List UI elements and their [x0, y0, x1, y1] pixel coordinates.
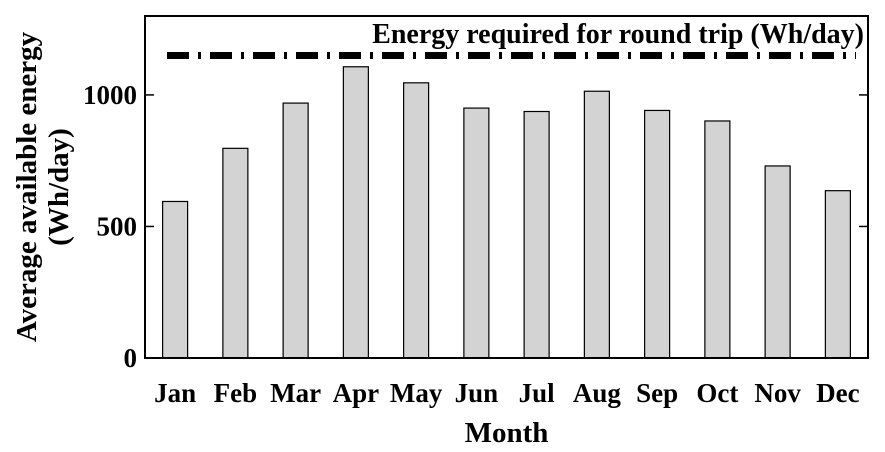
bar-nov [764, 165, 791, 359]
y-tick-label-0: 0 [124, 343, 138, 373]
x-tick-label-jan: Jan [154, 378, 196, 408]
bar-jul [523, 110, 550, 359]
bar-jun [463, 107, 490, 359]
plot-frame [144, 15, 869, 359]
x-tick-label-apr: Apr [333, 378, 380, 408]
x-tick-label-aug: Aug [573, 378, 622, 408]
y-axis-label-line-2: (Wh/day) [43, 128, 75, 246]
x-tick-label-may: May [390, 378, 443, 408]
bar-aug [583, 90, 610, 359]
x-tick-label-nov: Nov [754, 378, 801, 408]
bar-dec [824, 190, 851, 359]
bar-mar [282, 102, 309, 359]
y-axis-label-line-1: Average available energy [11, 31, 43, 342]
x-axis-ticks: Jan Feb Mar Apr May Jun Jul Aug Sep Oct Nov Dec [154, 378, 860, 408]
x-tick-label-mar: Mar [270, 378, 321, 408]
reference-line-label: Energy required for round trip (Wh/day) [372, 19, 864, 50]
bar-oct [704, 120, 731, 359]
y-tick-label-500: 500 [97, 211, 138, 241]
bar-sep [644, 109, 671, 359]
x-tick-label-feb: Feb [214, 378, 258, 408]
x-tick-label-sep: Sep [636, 378, 678, 408]
y-tick-label-1000: 1000 [83, 80, 137, 110]
x-tick-label-dec: Dec [816, 378, 859, 408]
y-axis-ticks: 0 500 1000 [83, 80, 868, 373]
bar-jan [162, 200, 189, 359]
bar-feb [222, 147, 249, 359]
x-axis-label: Month [465, 417, 549, 449]
x-tick-label-jul: Jul [519, 378, 556, 408]
bars-group [162, 66, 851, 359]
x-tick-label-oct: Oct [696, 378, 738, 408]
x-tick-label-jun: Jun [455, 378, 499, 408]
bar-apr [342, 66, 369, 359]
bar-may [403, 82, 430, 359]
